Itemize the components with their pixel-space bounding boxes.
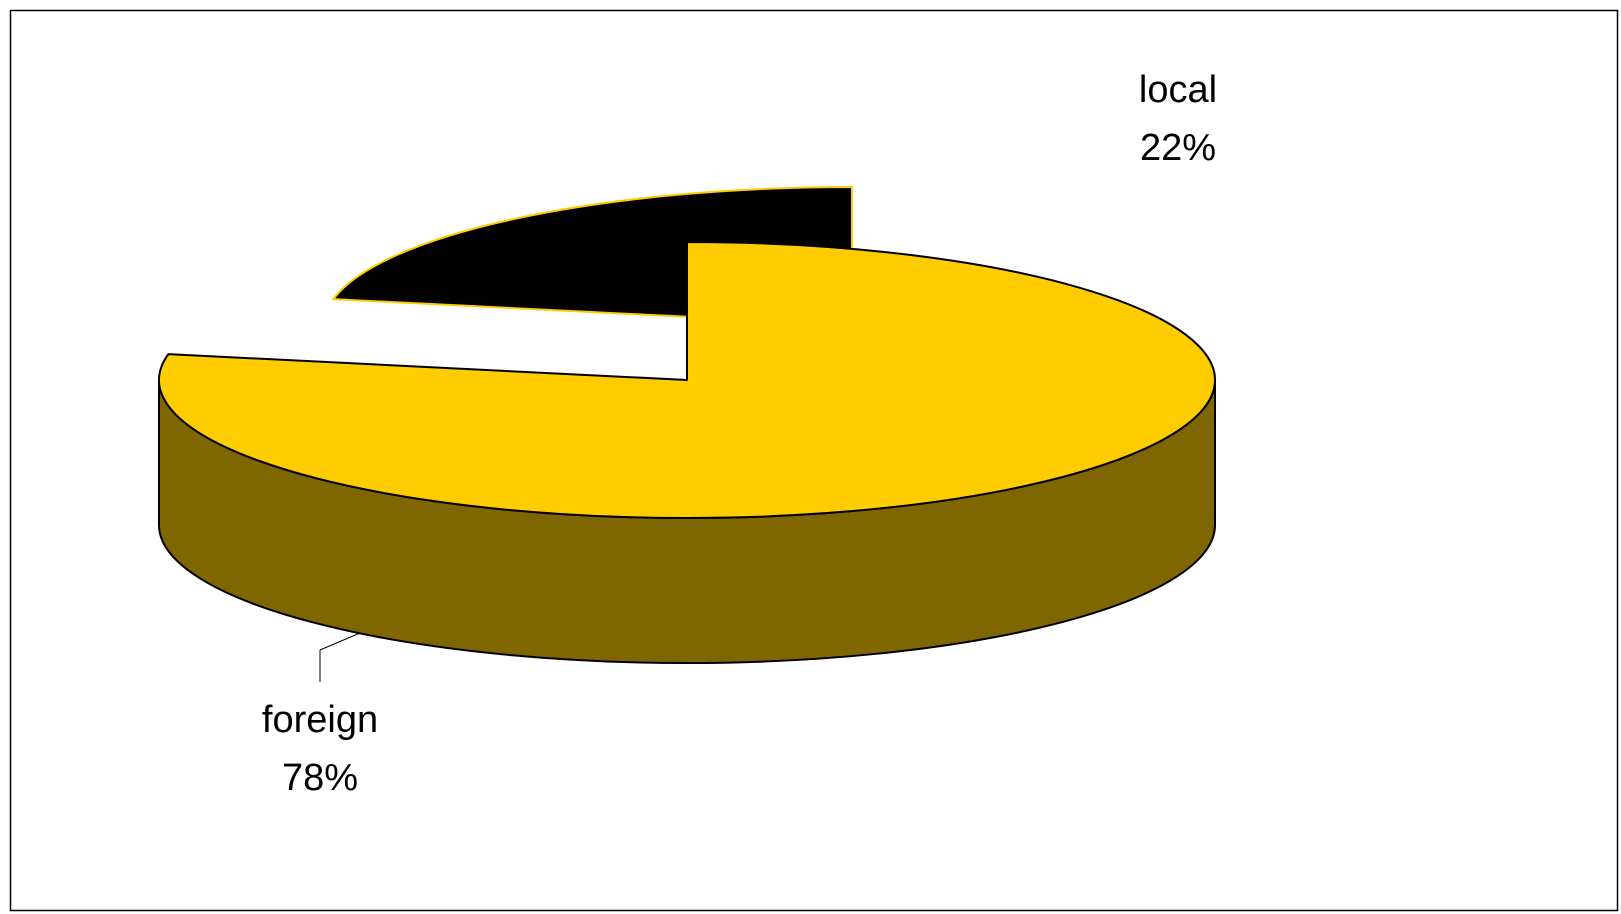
slice-label-foreign-value: 78% (282, 757, 358, 799)
slice-foreign-top (158, 241, 1216, 519)
slice-label-foreign-name: foreign (262, 699, 378, 741)
slices-layer (158, 186, 1216, 664)
slice-foreign (158, 241, 1216, 664)
slice-label-local-name: local (1139, 69, 1217, 111)
slice-label-local-value: 22% (1140, 127, 1216, 169)
foreign-leader-line-diagonal (319, 632, 361, 651)
